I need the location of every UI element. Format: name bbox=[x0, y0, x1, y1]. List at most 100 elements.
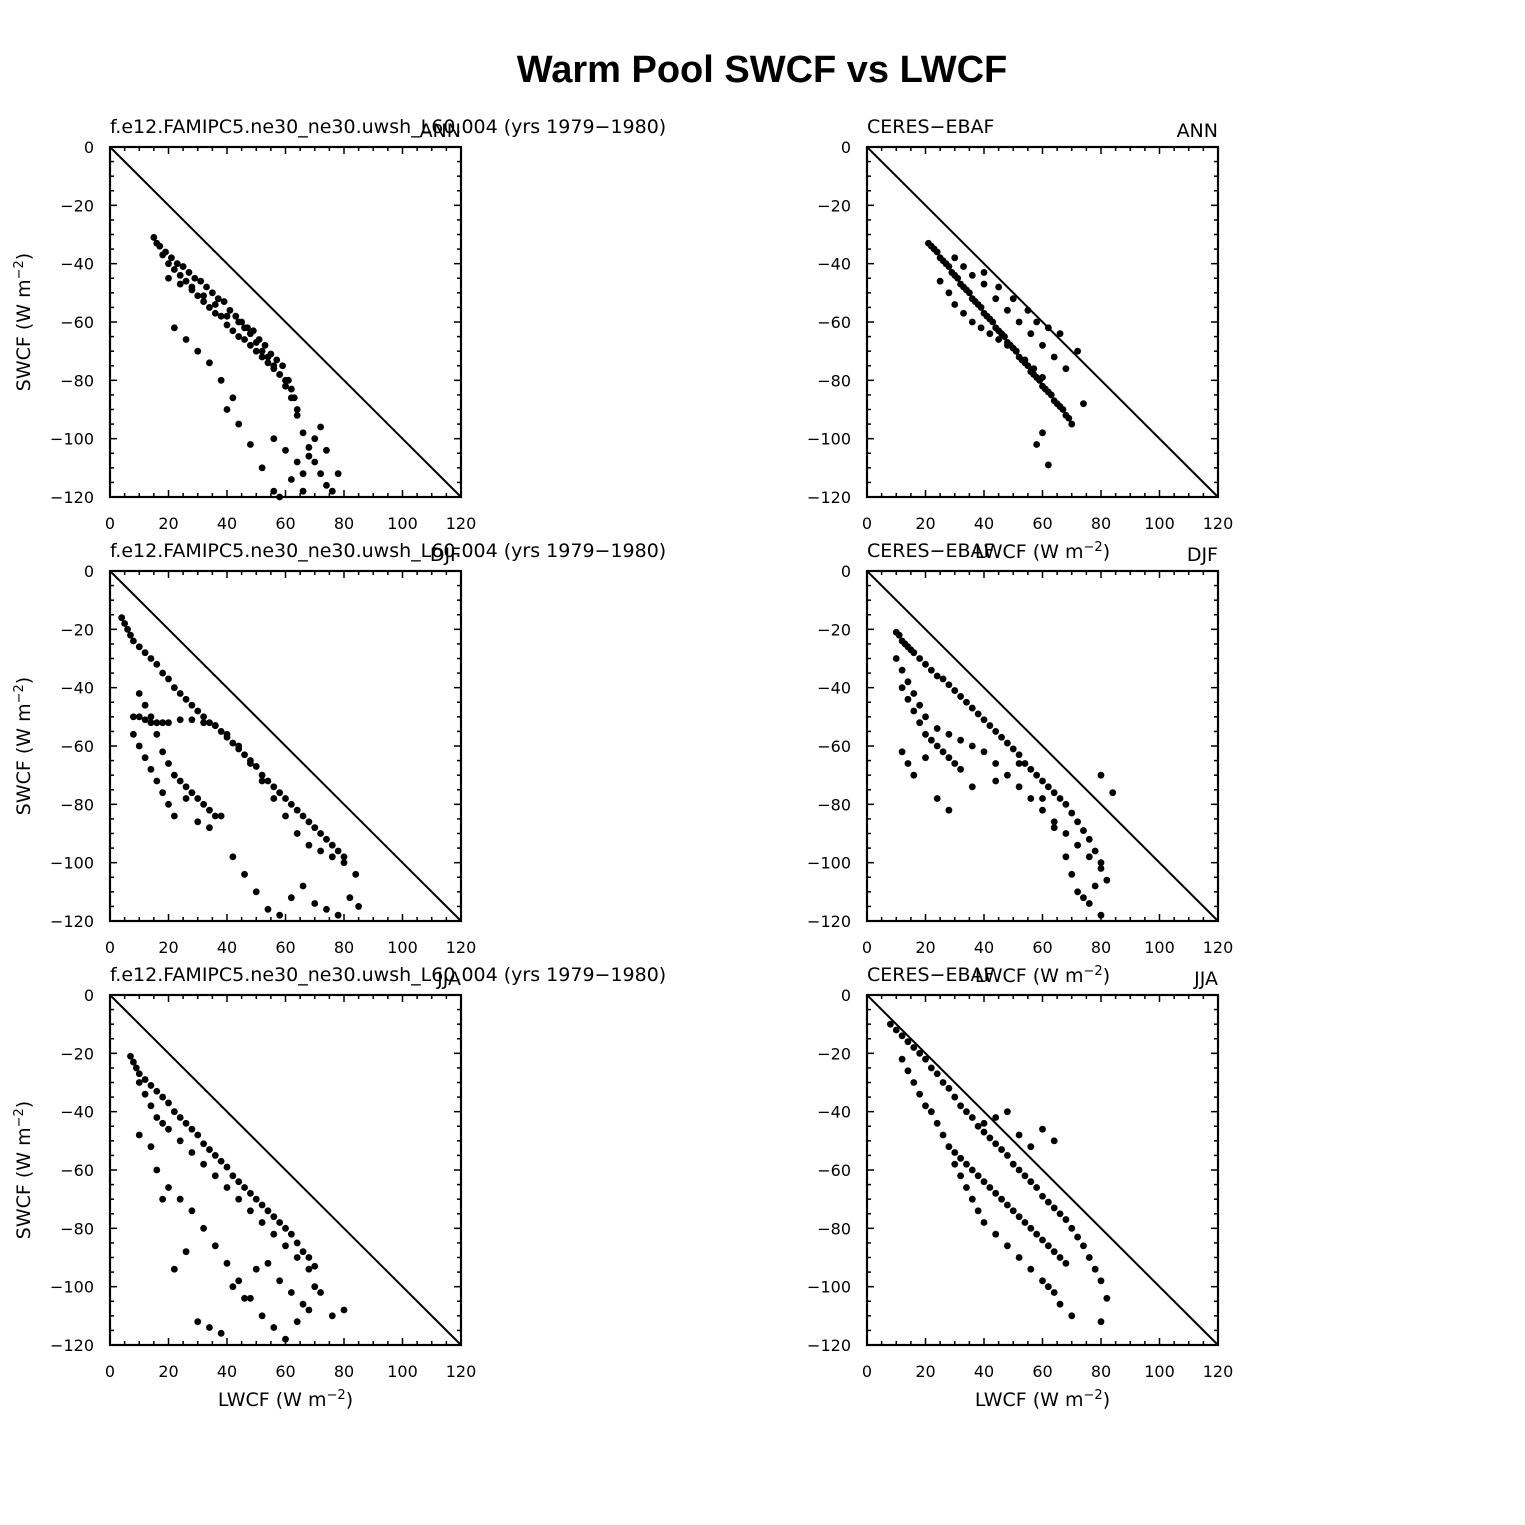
scatter-point bbox=[945, 289, 953, 297]
scatter-point bbox=[1004, 1152, 1011, 1159]
scatter-point bbox=[299, 429, 307, 437]
scatter-point bbox=[147, 655, 155, 662]
scatter-point bbox=[211, 812, 219, 820]
scatter-point bbox=[147, 765, 155, 773]
scatter-point bbox=[980, 748, 988, 756]
scatter-point bbox=[223, 1184, 231, 1191]
scatter-point bbox=[264, 905, 272, 913]
x-tick-label: 80 bbox=[1091, 1362, 1111, 1381]
x-tick-label: 60 bbox=[275, 938, 295, 957]
scatter-point bbox=[182, 336, 190, 343]
scatter-point bbox=[968, 742, 976, 750]
scatter-point bbox=[247, 1207, 254, 1215]
y-tick-label: −40 bbox=[817, 255, 851, 274]
panel-season-label: DJF bbox=[1187, 544, 1218, 566]
y-tick-label: −60 bbox=[60, 737, 94, 756]
scatter-point bbox=[968, 271, 976, 279]
scatter-point bbox=[933, 742, 941, 750]
scatter-point bbox=[1015, 751, 1023, 759]
scatter-point bbox=[153, 1087, 161, 1095]
reference-line bbox=[866, 570, 1219, 922]
scatter-point bbox=[1004, 739, 1011, 747]
scatter-point bbox=[141, 716, 149, 724]
scatter-point bbox=[1056, 330, 1064, 338]
y-tick-label: 0 bbox=[841, 986, 851, 1005]
scatter-point bbox=[1004, 306, 1011, 314]
y-axis-label: SWCF (W m−2) bbox=[12, 253, 36, 391]
x-tick-label: 100 bbox=[1144, 514, 1175, 533]
x-tick-label: 0 bbox=[105, 938, 115, 957]
scatter-point bbox=[1044, 1283, 1052, 1291]
x-tick-label: 120 bbox=[1203, 514, 1234, 533]
scatter-point bbox=[1021, 356, 1029, 364]
scatter-point bbox=[311, 1283, 319, 1291]
scatter-point bbox=[910, 649, 918, 657]
scatter-point bbox=[179, 263, 187, 270]
scatter-point bbox=[355, 903, 363, 910]
scatter-point bbox=[264, 359, 272, 367]
scatter-point bbox=[957, 1154, 964, 1162]
scatter-point bbox=[340, 1306, 348, 1314]
scatter-point bbox=[1056, 1254, 1064, 1261]
scatter-point bbox=[305, 1306, 313, 1314]
scatter-point bbox=[276, 1277, 284, 1285]
scatter-point bbox=[176, 280, 184, 288]
scatter-point bbox=[1044, 1198, 1052, 1206]
x-tick-label: 40 bbox=[974, 1362, 994, 1381]
x-axis-label: LWCF (W m−2) bbox=[975, 540, 1110, 564]
y-tick-label: −20 bbox=[817, 196, 851, 215]
scatter-panel-2: 0 20 40 60 80 100 120 −120 −100 −80 −60 −40 −20 0 CERE… bbox=[807, 116, 1233, 563]
scatter-point bbox=[963, 1184, 970, 1191]
scatter-point bbox=[176, 1137, 184, 1145]
scatter-point bbox=[998, 1195, 1005, 1203]
scatter-point bbox=[311, 1262, 319, 1270]
scatter-point bbox=[200, 292, 208, 300]
scatter-point bbox=[974, 1122, 982, 1130]
panel-season-label: JJA bbox=[1193, 968, 1218, 990]
scatter-point bbox=[992, 1114, 1000, 1121]
scatter-point bbox=[311, 435, 319, 443]
scatter-point bbox=[904, 1067, 912, 1075]
scatter-point bbox=[188, 701, 196, 709]
scatter-point bbox=[235, 420, 243, 428]
scatter-point bbox=[1074, 841, 1081, 849]
x-tick-label: 60 bbox=[1032, 1362, 1052, 1381]
x-tick-label: 80 bbox=[334, 938, 354, 957]
scatter-point bbox=[235, 333, 243, 340]
scatter-point bbox=[1033, 441, 1041, 448]
scatter-point bbox=[1050, 1204, 1058, 1212]
scatter-point bbox=[922, 1102, 929, 1110]
scatter-point bbox=[334, 847, 342, 855]
scatter-point bbox=[235, 1277, 243, 1285]
scatter-point bbox=[241, 336, 248, 343]
scatter-point bbox=[165, 800, 172, 808]
scatter-point bbox=[232, 312, 240, 320]
scatter-point bbox=[276, 493, 284, 501]
scatter-point bbox=[188, 789, 196, 797]
scatter-point bbox=[951, 301, 959, 308]
scatter-point bbox=[261, 341, 269, 349]
scatter-point bbox=[173, 260, 181, 268]
scatter-point bbox=[165, 760, 172, 767]
scatter-point bbox=[170, 684, 178, 692]
scatter-point bbox=[328, 1312, 336, 1320]
x-tick-label: 40 bbox=[217, 938, 237, 957]
scatter-point bbox=[293, 406, 301, 413]
scatter-point bbox=[965, 289, 973, 297]
scatter-point bbox=[206, 1146, 213, 1153]
scatter-point bbox=[317, 847, 324, 855]
x-tick-label: 0 bbox=[862, 1362, 872, 1381]
scatter-point bbox=[1015, 783, 1023, 791]
x-tick-label: 120 bbox=[1203, 938, 1234, 957]
scatter-point bbox=[1009, 295, 1017, 303]
scatter-point bbox=[258, 1219, 266, 1226]
scatter-point bbox=[1097, 1318, 1105, 1326]
scatter-point bbox=[299, 1248, 307, 1256]
scatter-point bbox=[252, 763, 260, 770]
scatter-point bbox=[311, 458, 319, 466]
scatter-point bbox=[963, 1160, 970, 1168]
scatter-point bbox=[980, 280, 988, 288]
scatter-point bbox=[939, 748, 947, 756]
y-tick-label: −60 bbox=[60, 1161, 94, 1180]
scatter-point bbox=[910, 771, 918, 779]
